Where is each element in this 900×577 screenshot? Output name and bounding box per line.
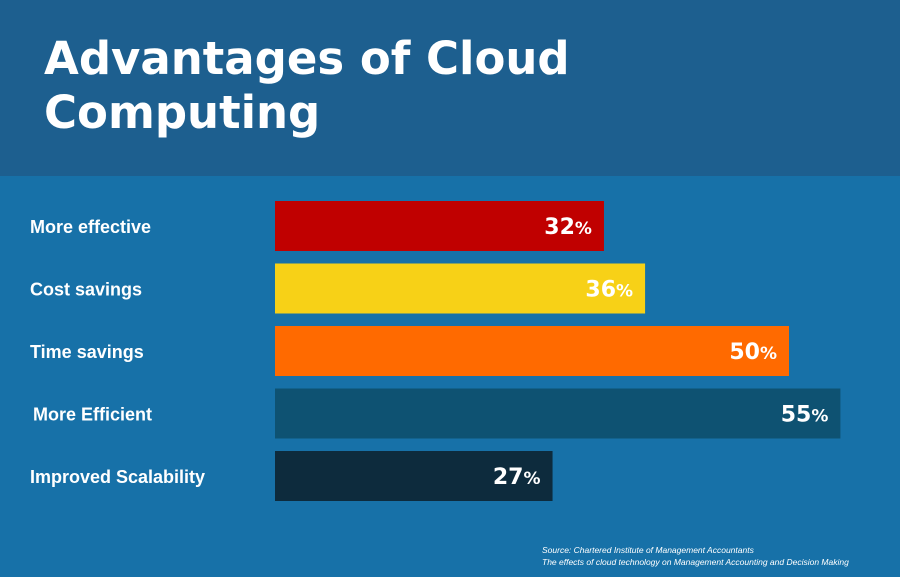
bar-chart: More effective 32% Cost savings 36% Time sav… <box>30 201 841 501</box>
source-line-2: The effects of cloud technology on Manag… <box>542 557 849 567</box>
bar-more-effective <box>275 201 604 251</box>
value-label: 55% <box>781 403 829 428</box>
bar-time-savings <box>275 326 789 376</box>
header-band: Advantages of Cloud Computing <box>0 0 900 176</box>
source-note: Source: Chartered Institute of Managemen… <box>542 544 849 568</box>
value-label: 50% <box>729 340 777 365</box>
category-label: More Efficient <box>33 405 152 425</box>
chart-title: Advantages of Cloud Computing <box>44 32 570 139</box>
bar-cost-savings <box>275 263 646 314</box>
category-label: More effective <box>30 217 151 237</box>
bar-more-efficient <box>275 388 841 439</box>
source-line-1: Source: Chartered Institute of Managemen… <box>542 545 754 555</box>
value-label: 27% <box>493 465 541 490</box>
category-label: Cost savings <box>30 280 142 300</box>
value-label: 32% <box>544 215 592 240</box>
category-label: Time savings <box>30 342 144 362</box>
category-label: Improved Scalability <box>30 467 205 487</box>
bar-improved-scalability <box>275 451 553 501</box>
value-label: 36% <box>585 278 633 303</box>
